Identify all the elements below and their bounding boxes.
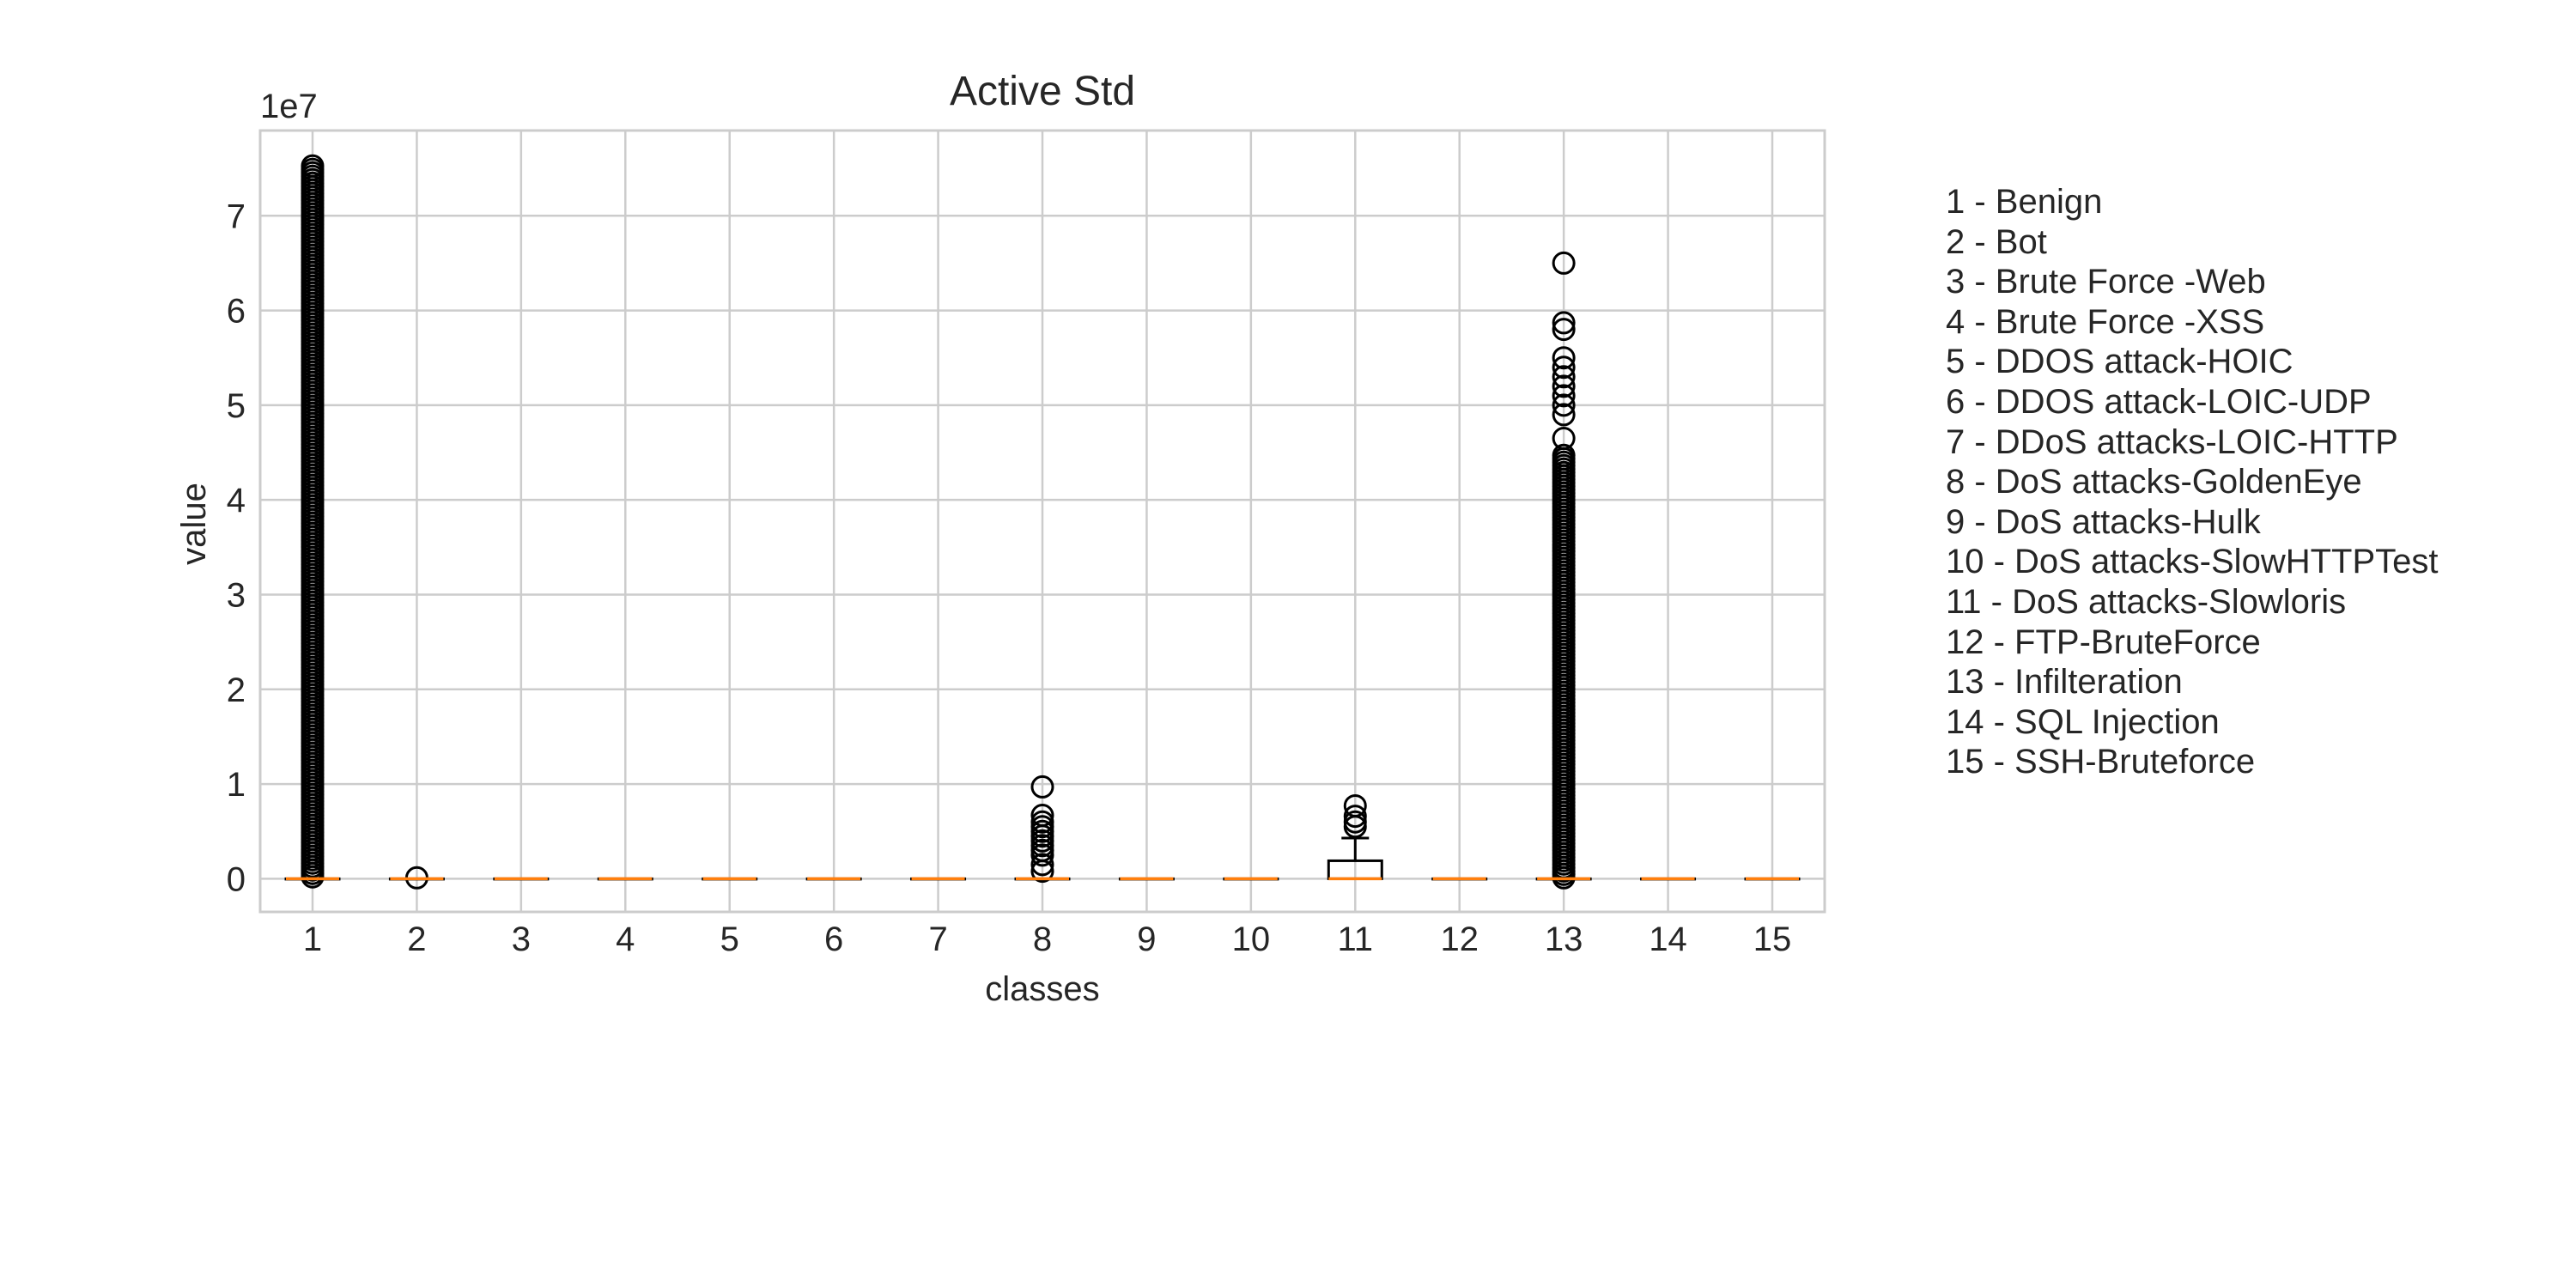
x-tick-label: 10 [1232, 920, 1271, 958]
legend-entry: 3 - Brute Force -Web [1946, 263, 2266, 301]
x-tick-label: 7 [928, 920, 947, 958]
legend-entry: 6 - DDOS attack-LOIC-UDP [1946, 382, 2372, 421]
legend-entry: 9 - DoS attacks-Hulk [1946, 502, 2261, 541]
legend-entry: 11 - DoS attacks-Slowloris [1946, 582, 2347, 621]
plot-area-frame [258, 129, 1826, 914]
outlier-point [1030, 843, 1054, 867]
outlier-point [1552, 318, 1576, 342]
outlier-point [1552, 311, 1576, 335]
x-tick-label: 2 [407, 920, 426, 958]
legend-entry: 8 - DoS attacks-GoldenEye [1946, 463, 2362, 501]
y-tick-label: 4 [227, 482, 246, 519]
y-tick-label: 1 [227, 766, 246, 804]
legend-entry: 10 - DoS attacks-SlowHTTPTest [1946, 543, 2439, 581]
x-tick-label: 1 [303, 920, 322, 958]
legend-entry: 4 - Brute Force -XSS [1946, 302, 2265, 341]
class-legend: 1 - Benign 2 - Bot 3 - Brute Force -Web 4 -… [1946, 182, 2439, 782]
outlier-point [1552, 393, 1576, 417]
y-axis-offset-label: 1e7 [260, 88, 318, 125]
box-class-4 [597, 877, 653, 881]
outlier-point [1552, 346, 1576, 370]
outlier-point [1030, 775, 1054, 799]
outlier-point [1552, 374, 1576, 398]
legend-entry: 15 - SSH-Bruteforce [1946, 743, 2256, 781]
x-tick-label: 5 [720, 920, 739, 958]
box-class-14 [1640, 877, 1697, 881]
x-tick-label: 14 [1649, 920, 1687, 958]
legend-entry: 7 - DDoS attacks-LOIC-HTTP [1946, 422, 2398, 461]
box-class-7 [910, 877, 967, 881]
outlier-point [1030, 853, 1054, 877]
x-tick-label: 9 [1137, 920, 1156, 958]
y-tick-label: 6 [227, 293, 246, 331]
outlier-point [1552, 384, 1576, 408]
legend-entry: 13 - Infilteration [1946, 663, 2183, 702]
outlier-point [1552, 426, 1576, 450]
box-class-1 [284, 154, 341, 889]
box-class-10 [1223, 877, 1279, 881]
x-tick-label: 8 [1033, 920, 1052, 958]
box-class-6 [805, 877, 862, 881]
box-class-2 [388, 866, 445, 890]
outlier-point [1343, 805, 1367, 829]
box-class-8 [1014, 775, 1071, 884]
legend-entry: 1 - Benign [1946, 183, 2103, 221]
y-tick-label: 5 [227, 387, 246, 425]
outlier-point [1552, 443, 1576, 467]
y-tick-label: 2 [227, 671, 246, 709]
x-tick-label: 3 [512, 920, 531, 958]
x-tick-label: 4 [616, 920, 635, 958]
x-tick-label: 11 [1338, 920, 1374, 958]
outlier-point [1030, 860, 1054, 884]
y-tick-label: 7 [227, 197, 246, 235]
outlier-point [1552, 251, 1576, 275]
box-class-3 [493, 877, 550, 881]
chart-title: Active Std [950, 69, 1135, 114]
x-axis-label: classes [985, 970, 1099, 1008]
box-class-13 [1535, 251, 1592, 890]
x-tick-label: 15 [1753, 920, 1792, 958]
outlier-point [1552, 355, 1576, 380]
legend-entry: 5 - DDOS attack-HOIC [1946, 343, 2293, 381]
box-class-11 [1327, 793, 1383, 881]
box-class-9 [1118, 877, 1175, 881]
outlier-point [1343, 815, 1367, 839]
box-class-12 [1431, 877, 1488, 881]
x-tick-label: 6 [824, 920, 843, 958]
outlier-point [301, 154, 325, 178]
outlier-point [1552, 403, 1576, 427]
legend-entry: 12 - FTP-BruteForce [1946, 623, 2261, 661]
legend-entry: 2 - Bot [1946, 222, 2047, 261]
box-class-15 [1744, 877, 1801, 881]
y-axis-label: value [175, 483, 213, 565]
box-class-5 [702, 877, 758, 881]
x-tick-label: 13 [1545, 920, 1583, 958]
outlier-point [1552, 365, 1576, 389]
x-tick-label: 12 [1440, 920, 1479, 958]
y-tick-label: 0 [227, 860, 246, 898]
legend-entry: 14 - SQL Injection [1946, 702, 2220, 741]
grid-lines [260, 131, 1825, 912]
y-tick-label: 3 [227, 576, 246, 614]
boxes-layer [284, 154, 1801, 890]
